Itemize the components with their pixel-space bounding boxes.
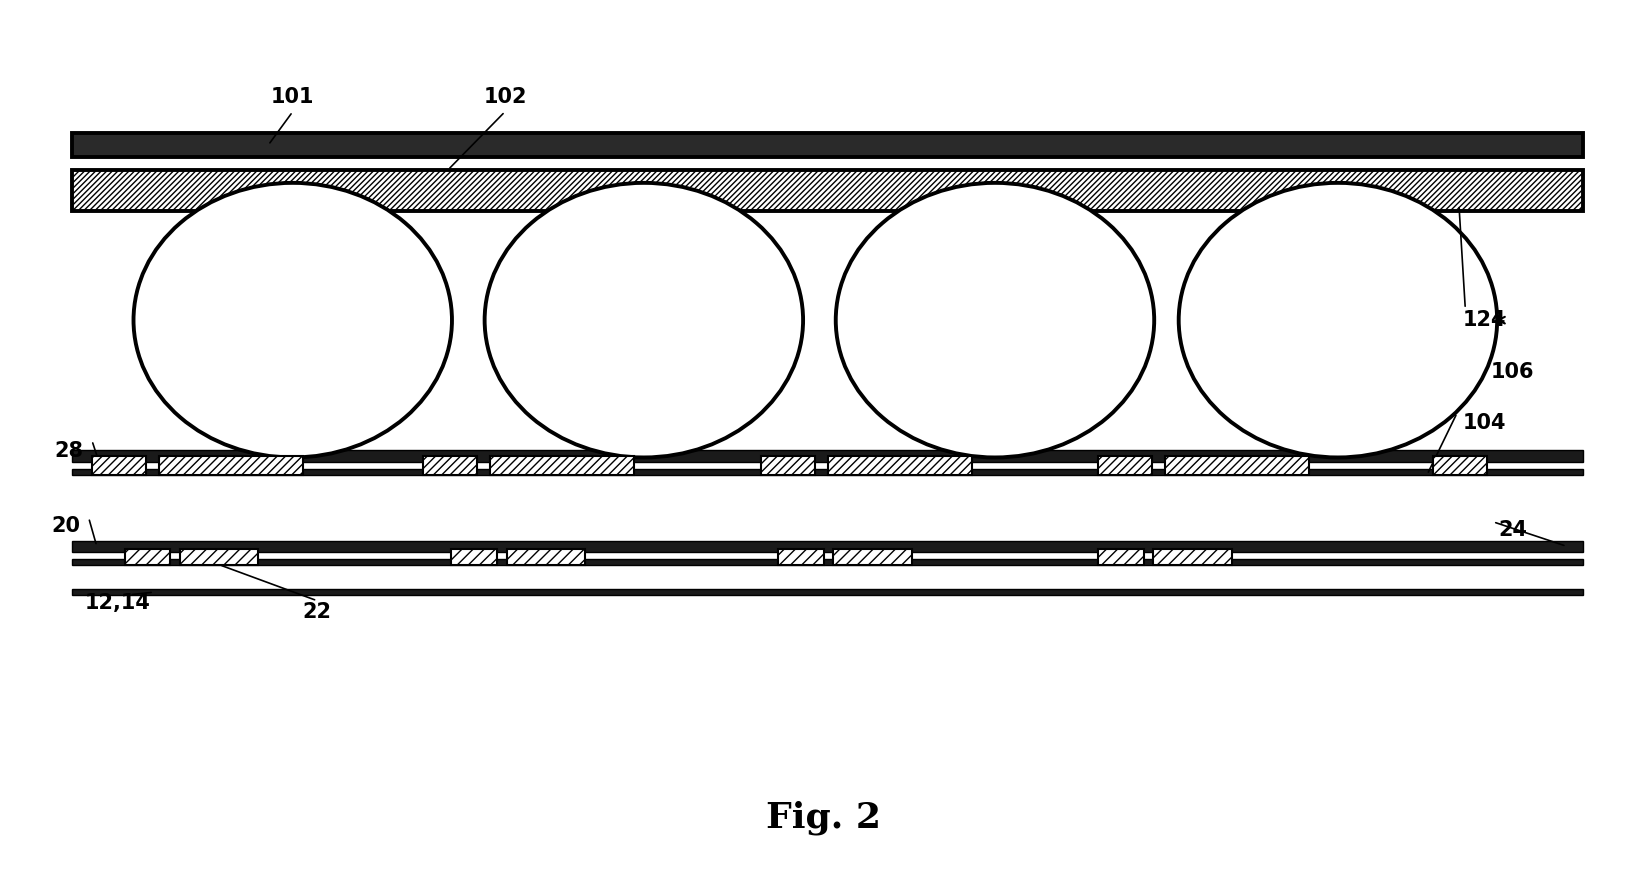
Bar bbox=[72, 170, 1583, 211]
Text: 104: 104 bbox=[1463, 413, 1507, 433]
Bar bbox=[1099, 549, 1143, 565]
Text: 124: 124 bbox=[1463, 310, 1507, 330]
Text: 12,14: 12,14 bbox=[86, 593, 152, 613]
Bar bbox=[180, 549, 259, 565]
Bar bbox=[507, 549, 585, 565]
Text: 101: 101 bbox=[272, 87, 315, 107]
Bar bbox=[1164, 456, 1308, 474]
Text: 106: 106 bbox=[1491, 362, 1535, 382]
Ellipse shape bbox=[1179, 183, 1497, 458]
Bar bbox=[125, 549, 170, 565]
Text: 24: 24 bbox=[1499, 521, 1527, 541]
Bar bbox=[72, 589, 1583, 595]
Bar bbox=[423, 456, 478, 474]
Bar bbox=[72, 133, 1583, 157]
Ellipse shape bbox=[484, 183, 804, 458]
Bar bbox=[72, 468, 1583, 474]
Text: 20: 20 bbox=[51, 516, 81, 536]
Ellipse shape bbox=[835, 183, 1155, 458]
Text: 28: 28 bbox=[54, 440, 84, 460]
Bar bbox=[72, 541, 1583, 552]
Bar bbox=[491, 456, 634, 474]
Bar bbox=[1433, 456, 1487, 474]
Bar bbox=[1099, 456, 1151, 474]
Ellipse shape bbox=[133, 183, 451, 458]
Bar bbox=[92, 456, 145, 474]
Bar bbox=[1153, 549, 1232, 565]
Bar bbox=[828, 456, 972, 474]
Bar bbox=[72, 559, 1583, 565]
Bar bbox=[72, 450, 1583, 462]
Bar bbox=[777, 549, 824, 565]
Bar bbox=[761, 456, 815, 474]
Text: Fig. 2: Fig. 2 bbox=[766, 800, 881, 835]
Bar bbox=[158, 456, 303, 474]
Bar bbox=[451, 549, 497, 565]
Text: 102: 102 bbox=[483, 87, 527, 107]
Text: 22: 22 bbox=[303, 602, 331, 622]
Bar bbox=[833, 549, 912, 565]
